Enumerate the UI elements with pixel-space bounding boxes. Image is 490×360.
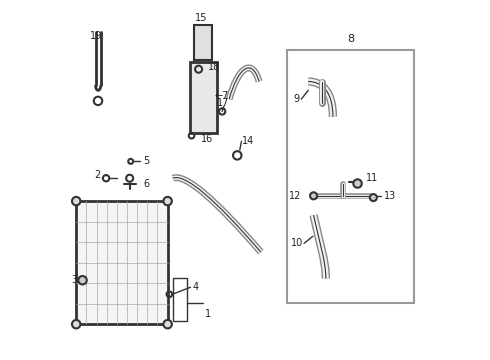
Text: 6: 6 xyxy=(143,179,149,189)
Circle shape xyxy=(72,197,80,205)
Text: 5: 5 xyxy=(143,156,149,166)
Text: 1: 1 xyxy=(204,309,211,319)
Bar xyxy=(194,25,212,60)
Circle shape xyxy=(353,179,362,188)
Text: 15: 15 xyxy=(195,13,207,23)
Text: 19: 19 xyxy=(90,31,102,41)
Text: 13: 13 xyxy=(384,191,396,201)
Text: 10: 10 xyxy=(291,238,303,248)
Text: 11: 11 xyxy=(367,173,379,183)
Text: 18: 18 xyxy=(208,62,220,72)
Circle shape xyxy=(163,197,172,205)
Text: ←7: ←7 xyxy=(215,91,229,100)
Text: 9: 9 xyxy=(294,94,299,104)
Text: 16: 16 xyxy=(201,134,213,144)
Text: 17: 17 xyxy=(217,98,229,108)
Text: 4: 4 xyxy=(192,282,198,292)
Bar xyxy=(173,279,187,321)
Circle shape xyxy=(310,192,317,199)
Text: 12: 12 xyxy=(289,191,301,201)
Text: 14: 14 xyxy=(242,136,254,146)
Text: 8: 8 xyxy=(347,34,354,44)
Polygon shape xyxy=(76,201,168,324)
Circle shape xyxy=(163,320,172,328)
Text: 2: 2 xyxy=(95,170,101,180)
Circle shape xyxy=(72,320,80,328)
Circle shape xyxy=(370,194,377,201)
Circle shape xyxy=(78,276,87,284)
Text: 3: 3 xyxy=(71,275,77,285)
Bar xyxy=(191,62,217,132)
Bar xyxy=(287,50,414,303)
